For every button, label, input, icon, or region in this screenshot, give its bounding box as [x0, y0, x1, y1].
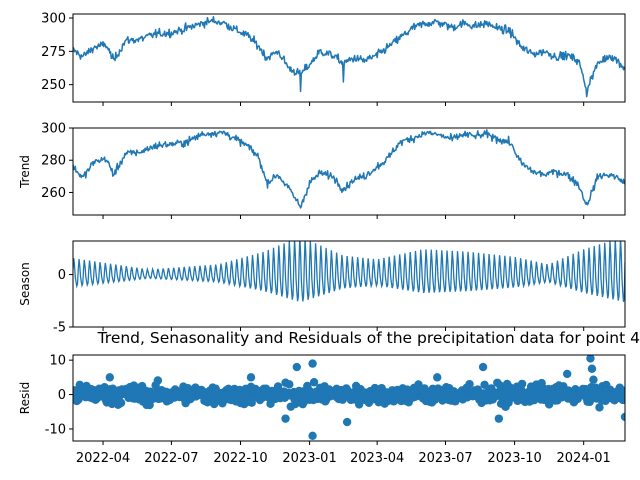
- x-tick-label: 2024-01: [557, 451, 611, 466]
- resid-point: [595, 403, 604, 412]
- plot-area-seasonal: [73, 241, 625, 302]
- y-tick-label: 300: [41, 12, 66, 27]
- y-tick-label: -10: [45, 422, 66, 437]
- resid-point: [281, 414, 290, 423]
- axes-frame-resid: [72, 354, 626, 442]
- resid-point: [517, 379, 527, 389]
- y-tick-label: 260: [41, 186, 66, 201]
- x-tick-label: 2022-07: [144, 451, 198, 466]
- chart-title: Trend, Senasonality and Residuals of the…: [97, 329, 640, 347]
- series-line-trend: [73, 129, 625, 209]
- resid-point: [308, 431, 317, 441]
- resid-point: [620, 386, 625, 395]
- y-tick-label: 250: [41, 78, 66, 93]
- axes-frame-seasonal: [72, 240, 626, 328]
- resid-point: [586, 355, 595, 363]
- axes-frame-trend: [72, 127, 626, 216]
- x-tick-label: 2023-04: [350, 451, 404, 466]
- x-tick-label: 2022-10: [213, 451, 267, 466]
- y-axis-title-seasonal: Season: [18, 262, 32, 306]
- resid-point: [285, 380, 294, 389]
- y-tick-label: 0: [58, 388, 66, 403]
- resid-point: [433, 373, 442, 382]
- x-tick-label: 2023-07: [418, 451, 472, 466]
- panel-trend: 260 280 300 Trend: [18, 122, 626, 219]
- resid-point: [465, 379, 474, 389]
- y-axis-title-trend: Trend: [18, 155, 32, 189]
- plot-area-trend: [73, 129, 625, 209]
- resid-point: [478, 362, 488, 372]
- resid-point: [309, 378, 319, 387]
- resid-point: [246, 373, 256, 382]
- resid-point: [473, 385, 482, 394]
- y-tick-label: 300: [41, 122, 66, 137]
- resid-point: [153, 376, 163, 385]
- x-tick-label: 2023-10: [487, 451, 541, 466]
- series-line-observed: [73, 16, 625, 98]
- resid-point: [247, 398, 256, 407]
- resid-point: [292, 362, 301, 372]
- resid-point: [116, 398, 126, 408]
- resid-point: [308, 359, 317, 368]
- series-line-seasonal: [73, 241, 625, 302]
- y-tick-label: 0: [58, 268, 66, 283]
- y-tick-label: 280: [41, 154, 66, 169]
- resid-point: [105, 373, 115, 382]
- resid-point: [620, 394, 625, 403]
- panels-group: 250 275 300 260 280 300 Trend -5 0 Season -10 0 10 Re…: [18, 12, 626, 466]
- panel-seasonal: -5 0 Season: [18, 240, 626, 336]
- y-tick-label: 275: [41, 45, 66, 60]
- resid-point: [494, 414, 504, 423]
- y-tick-label: 10: [49, 354, 66, 369]
- resid-point: [620, 412, 625, 422]
- plot-area-resid: [73, 355, 625, 441]
- panel-observed: 250 275 300: [41, 12, 626, 106]
- x-tick-label: 2023-01: [282, 451, 336, 466]
- y-axis-title-resid: Resid: [18, 382, 32, 414]
- axes-frame-observed: [72, 13, 626, 103]
- panel-resid: -10 0 10 Resid 2022-04 2022-07 2022-10 2023-01 2…: [18, 354, 626, 466]
- resid-point: [587, 364, 597, 373]
- resid-point: [562, 369, 572, 379]
- resid-point: [414, 380, 423, 389]
- resid-point: [480, 380, 489, 390]
- y-tick-label: -5: [53, 321, 66, 336]
- plot-area-observed: [73, 16, 625, 98]
- resid-point: [342, 417, 352, 427]
- resid-point: [589, 375, 598, 384]
- x-tick-label: 2022-04: [76, 451, 130, 466]
